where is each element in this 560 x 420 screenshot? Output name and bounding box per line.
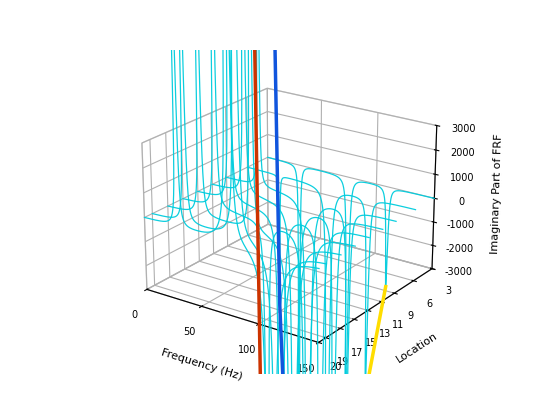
X-axis label: Frequency (Hz): Frequency (Hz) — [160, 348, 243, 382]
Y-axis label: Location: Location — [395, 331, 440, 365]
